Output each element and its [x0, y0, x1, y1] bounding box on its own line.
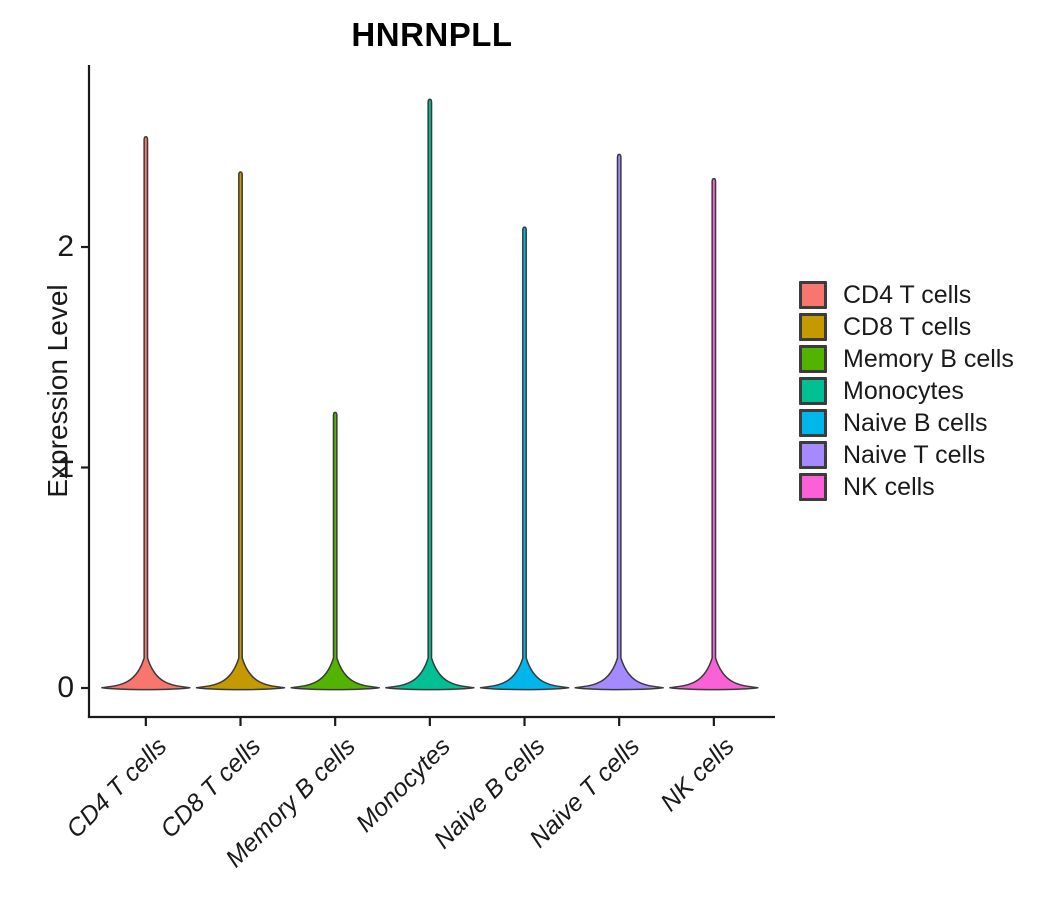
violin-shape	[669, 177, 759, 691]
legend-item: Monocytes	[799, 377, 1014, 405]
legend-item: Memory B cells	[799, 345, 1014, 373]
legend-label: Naive B cells	[843, 408, 988, 437]
y-tick-label: 0	[57, 671, 74, 704]
legend-label: CD8 T cells	[843, 312, 972, 341]
violin-shape	[385, 98, 475, 691]
legend-label: Memory B cells	[843, 344, 1014, 373]
legend-swatch	[799, 377, 827, 405]
y-tick-label: 1	[57, 450, 74, 484]
legend-swatch	[799, 441, 827, 469]
legend-item: Naive T cells	[799, 441, 1014, 469]
legend-item: CD4 T cells	[799, 281, 1014, 309]
legend-item: CD8 T cells	[799, 313, 1014, 341]
legend: CD4 T cells CD8 T cells Memory B cells Mono…	[799, 281, 1014, 505]
y-tick-label: 2	[57, 230, 74, 263]
legend-swatch	[799, 313, 827, 341]
legend-swatch	[799, 473, 827, 501]
legend-swatch	[799, 409, 827, 437]
violin-shape	[574, 153, 664, 691]
legend-label: Monocytes	[843, 376, 964, 405]
legend-label: NK cells	[843, 472, 935, 501]
violin-shape	[290, 411, 380, 691]
legend-label: Naive T cells	[843, 440, 986, 469]
legend-label: CD4 T cells	[843, 280, 972, 309]
legend-item: Naive B cells	[799, 409, 1014, 437]
chart-title: HNRNPLL	[351, 16, 513, 53]
violin-shape	[479, 226, 570, 691]
violin-shape	[101, 136, 191, 691]
violin-shape	[195, 171, 286, 691]
legend-swatch	[799, 345, 827, 373]
legend-swatch	[799, 281, 827, 309]
legend-item: NK cells	[799, 473, 1014, 501]
